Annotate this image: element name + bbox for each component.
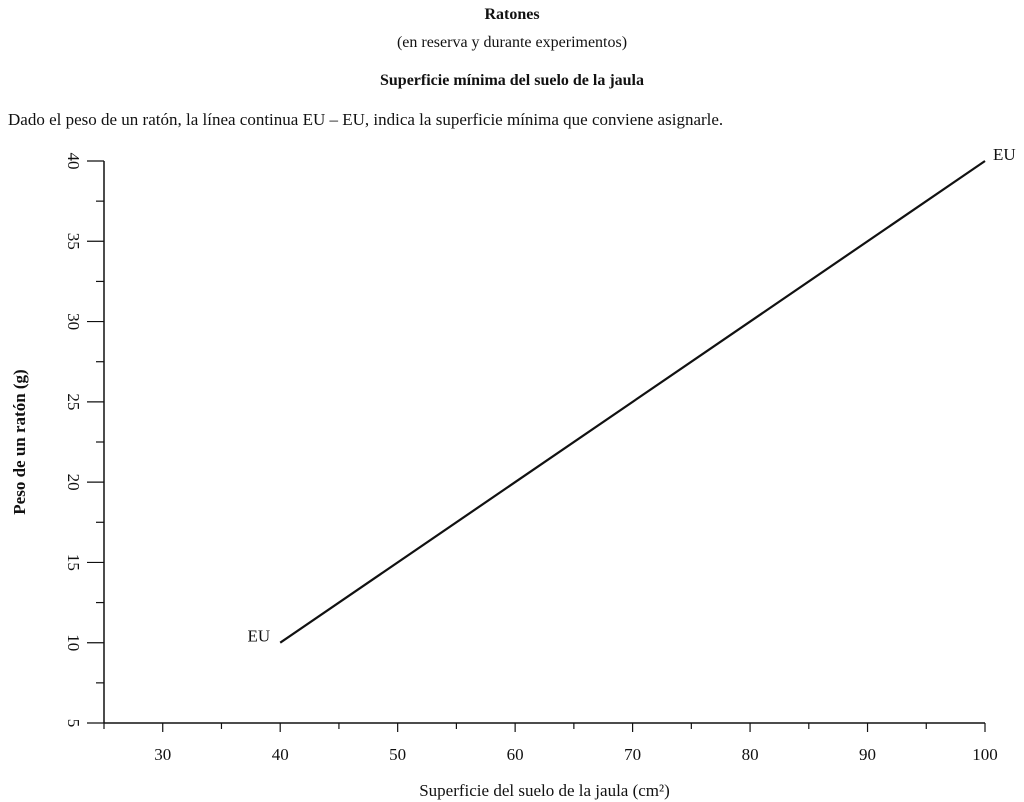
line-end-label: EU — [993, 145, 1016, 164]
chart-series — [279, 160, 986, 644]
chart-title: Superficie mínima del suelo de la jaula — [380, 72, 644, 89]
y-tick-label: 40 — [64, 153, 83, 170]
chart-description: Dado el peso de un ratón, la línea conti… — [8, 110, 724, 129]
y-tick-label: 35 — [64, 233, 83, 250]
x-axis-title: Superficie del suelo de la jaula (cm²) — [419, 781, 670, 800]
x-tick-label: 40 — [272, 745, 289, 764]
y-tick-label: 10 — [64, 634, 83, 651]
y-tick-label: 5 — [64, 719, 83, 728]
x-tick-label: 100 — [972, 745, 998, 764]
y-tick-label: 20 — [64, 474, 83, 491]
x-tick-label: 80 — [742, 745, 759, 764]
x-tick-label: 60 — [507, 745, 524, 764]
y-tick-label: 25 — [64, 393, 83, 410]
chart-axes — [103, 161, 985, 724]
y-axis-title: Peso de un ratón (g) — [10, 369, 29, 514]
y-tick-label: 30 — [64, 313, 83, 330]
chart-labels: 30 40 50 60 70 80 90 100 5 10 15 20 25 30 35 40 EU EU Supe… — [10, 145, 1016, 800]
line-end-label: EU — [248, 627, 271, 646]
x-tick-label: 90 — [859, 745, 876, 764]
y-tick-label: 15 — [64, 554, 83, 571]
x-tick-label: 30 — [154, 745, 171, 764]
x-tick-label: 70 — [624, 745, 641, 764]
page-subtitle: (en reserva y durante experimentos) — [396, 34, 628, 51]
x-tick-label: 50 — [389, 745, 406, 764]
series-line-eu — [279, 160, 986, 644]
chart-ticks — [87, 160, 986, 732]
page-title: Ratones — [484, 6, 540, 23]
